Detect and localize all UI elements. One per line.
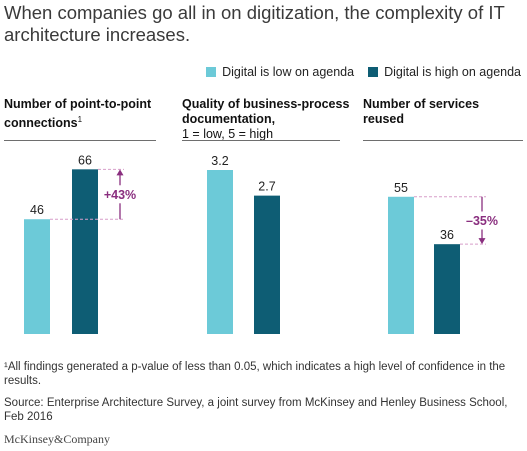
change-label-1: +43%	[104, 188, 136, 202]
change-label-bg-3	[464, 211, 500, 230]
change-label-3: –35%	[466, 214, 498, 228]
bar-3-high	[434, 244, 460, 334]
bar-3-low	[388, 196, 414, 334]
panel-title-documentation: Quality of business-process documentatio…	[182, 97, 352, 142]
data-label-3-high: 36	[440, 228, 454, 242]
panel-title-documentation-text: Quality of business-process documentatio…	[182, 97, 350, 126]
panel-title-connections-text: Number of point-to-point connections	[4, 97, 152, 131]
panel-title-services-text: Number of services reused	[363, 97, 480, 126]
legend-item-low: Digital is low on agenda	[206, 65, 354, 79]
panel-rule-documentation	[182, 140, 340, 141]
source-note: Source: Enterprise Architecture Survey, …	[4, 397, 508, 423]
panel-subtitle-documentation: 1 = low, 5 = high	[182, 127, 274, 141]
bar-2-low	[207, 170, 233, 334]
footnote-mark: 1	[77, 115, 83, 124]
bar-1-high	[72, 169, 98, 334]
change-label-bg-1	[102, 185, 138, 204]
panel-title-connections: Number of point-to-point connections1	[4, 97, 164, 131]
change-arrowhead-3	[478, 238, 486, 245]
panel-rule-connections	[4, 140, 156, 141]
data-label-3-low: 55	[394, 181, 408, 195]
change-arrowhead-1	[116, 169, 124, 176]
panel-rule-services	[363, 140, 523, 141]
bar-2-high	[254, 195, 280, 334]
mckinsey-logo: McKinsey&Company	[4, 432, 110, 446]
data-label-1-high: 66	[78, 153, 92, 167]
bar-1-low	[24, 219, 50, 334]
legend-label-low: Digital is low on agenda	[222, 65, 355, 79]
legend-item-high: Digital is high on agenda	[368, 65, 521, 79]
legend-swatch-high	[368, 67, 379, 77]
footnote: ¹All findings generated a p-value of les…	[4, 361, 506, 387]
data-label-1-low: 46	[30, 203, 44, 217]
data-label-2-high: 2.7	[258, 180, 275, 194]
legend-label-high: Digital is high on agenda	[384, 65, 521, 79]
chart-title: When companies go all in on digitization…	[4, 2, 505, 45]
legend: Digital is low on agenda Digital is high…	[192, 65, 521, 79]
legend-swatch-low	[206, 67, 217, 77]
data-label-2-low: 3.2	[211, 154, 228, 168]
panel-title-services: Number of services reused	[363, 97, 513, 127]
